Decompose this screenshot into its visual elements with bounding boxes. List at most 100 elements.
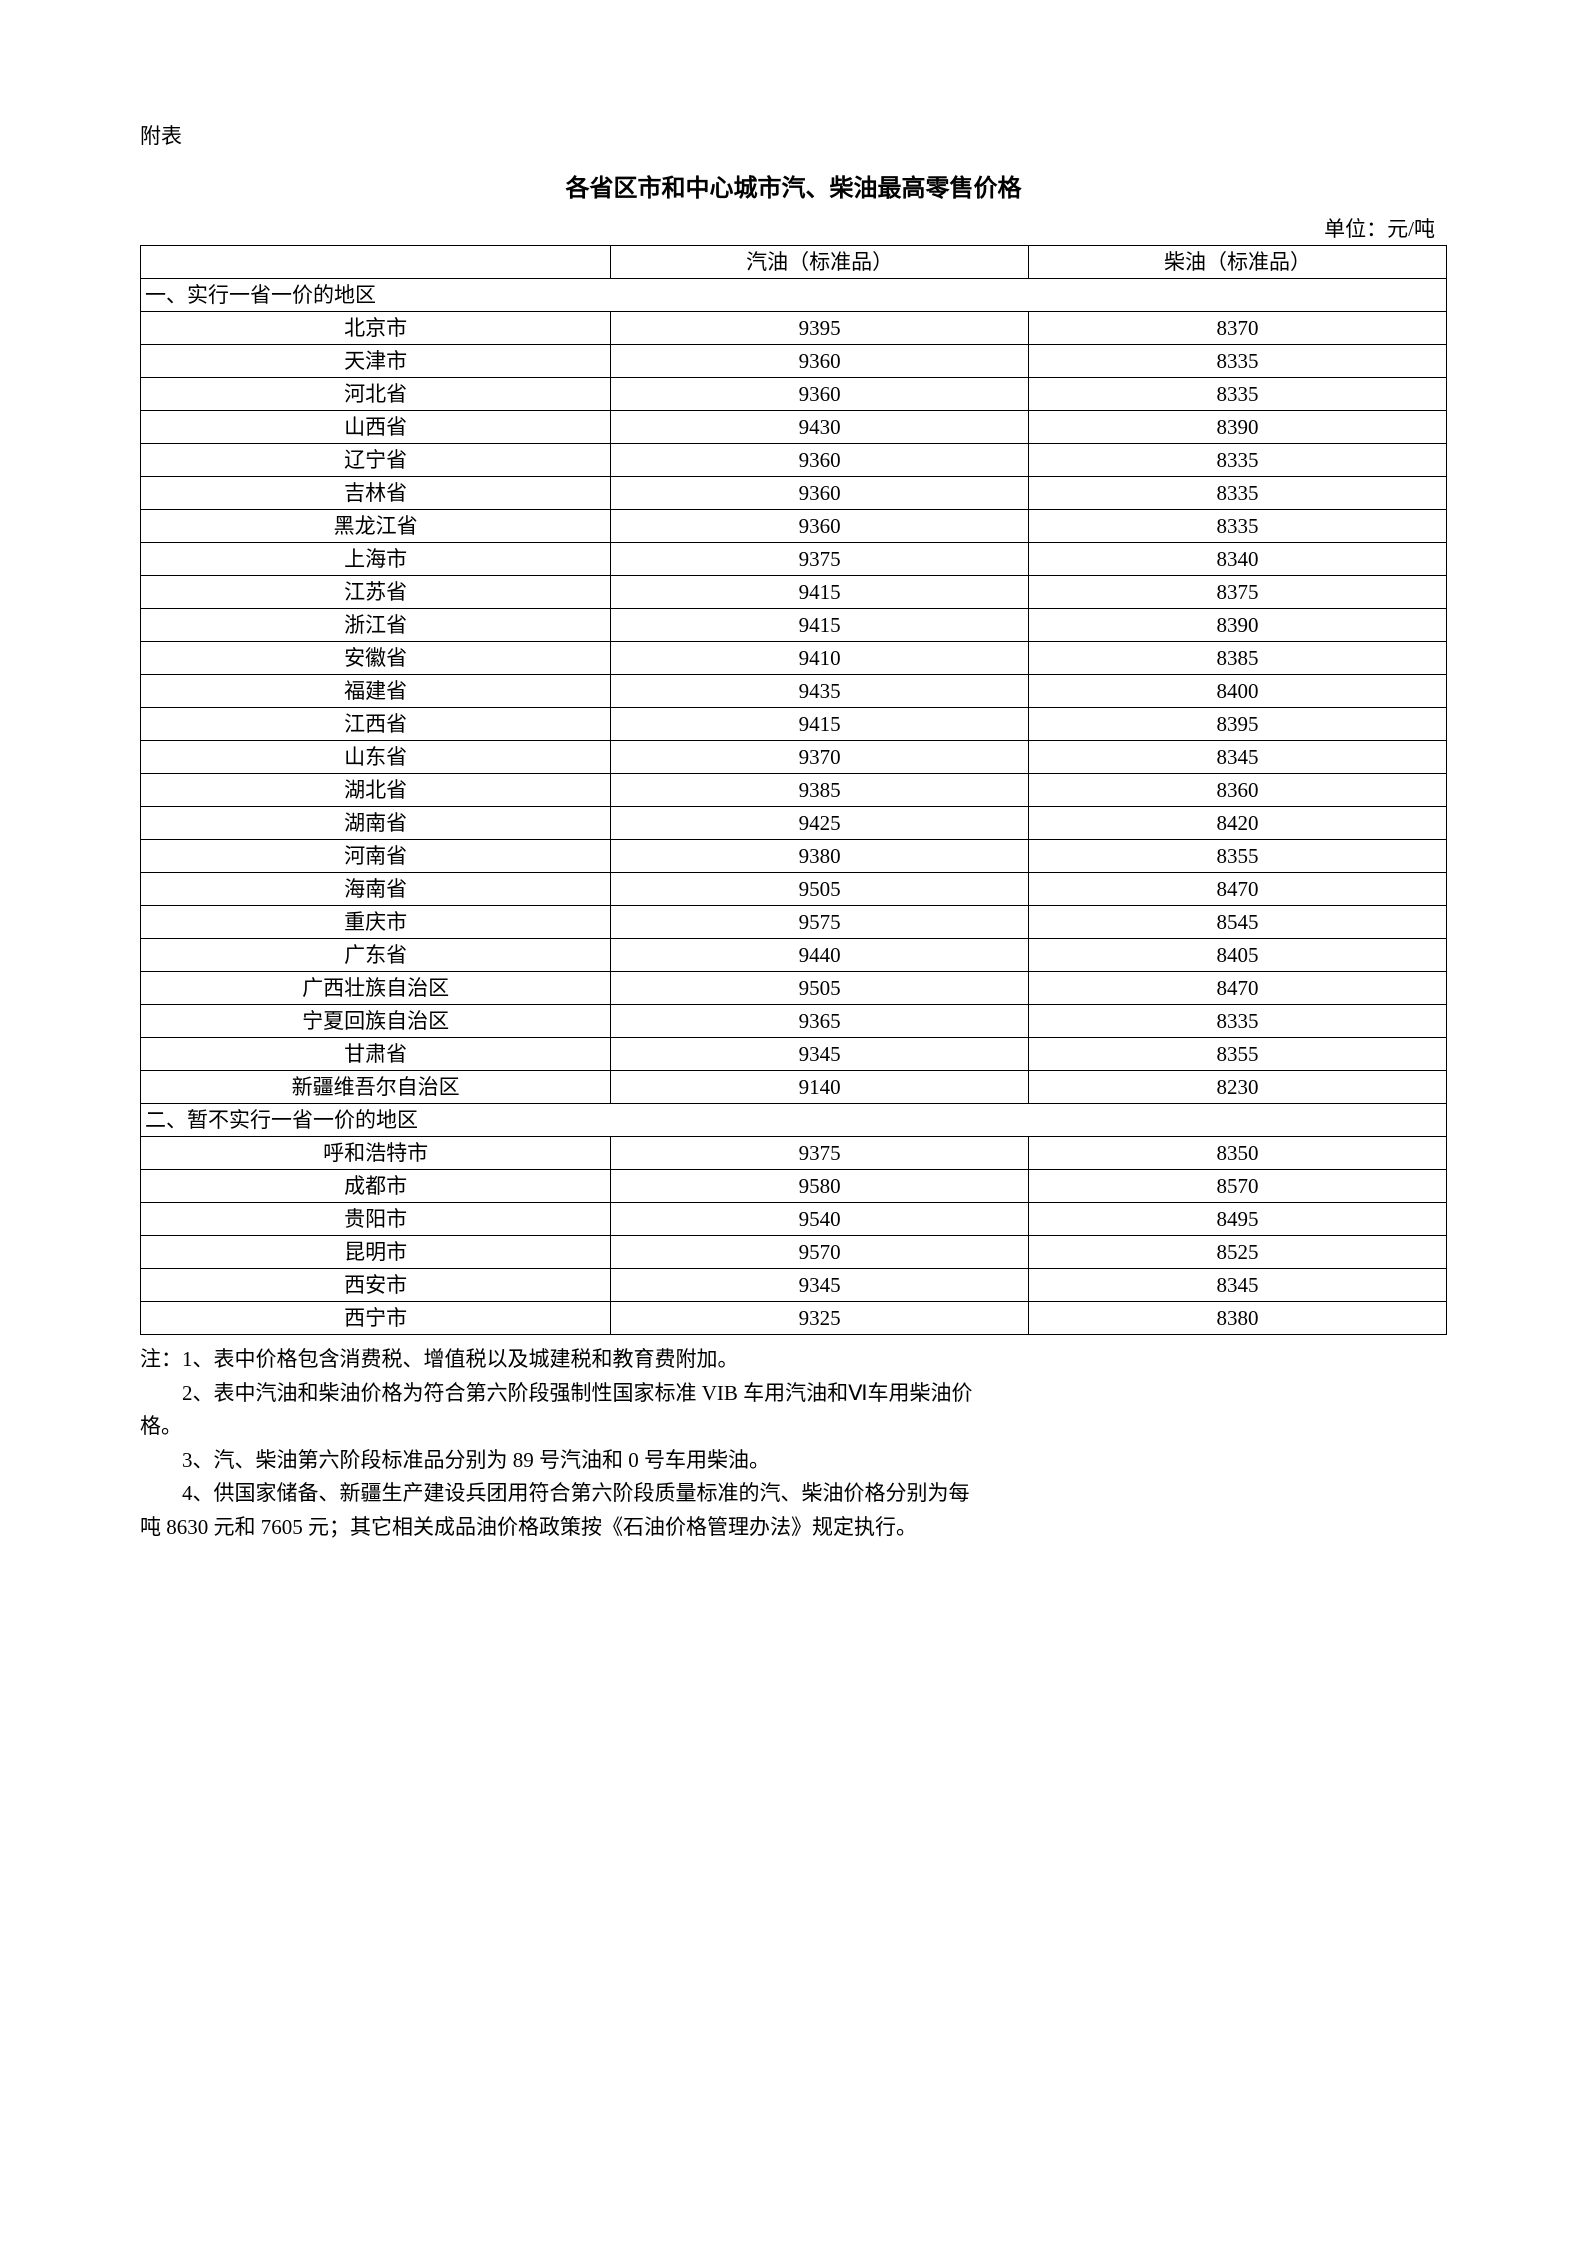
diesel-cell: 8360 bbox=[1029, 774, 1447, 807]
region-cell: 江西省 bbox=[141, 708, 611, 741]
gasoline-cell: 9385 bbox=[611, 774, 1029, 807]
region-cell: 黑龙江省 bbox=[141, 510, 611, 543]
diesel-cell: 8345 bbox=[1029, 741, 1447, 774]
diesel-cell: 8350 bbox=[1029, 1137, 1447, 1170]
table-row: 北京市93958370 bbox=[141, 312, 1447, 345]
section-header-cell: 一、实行一省一价的地区 bbox=[141, 279, 1447, 312]
region-cell: 浙江省 bbox=[141, 609, 611, 642]
diesel-cell: 8545 bbox=[1029, 906, 1447, 939]
table-row: 浙江省94158390 bbox=[141, 609, 1447, 642]
region-cell: 海南省 bbox=[141, 873, 611, 906]
diesel-cell: 8340 bbox=[1029, 543, 1447, 576]
table-row: 山东省93708345 bbox=[141, 741, 1447, 774]
table-row: 福建省94358400 bbox=[141, 675, 1447, 708]
table-row: 湖北省93858360 bbox=[141, 774, 1447, 807]
region-cell: 西宁市 bbox=[141, 1302, 611, 1335]
appendix-label: 附表 bbox=[140, 120, 1447, 150]
diesel-cell: 8335 bbox=[1029, 378, 1447, 411]
region-cell: 西安市 bbox=[141, 1269, 611, 1302]
gasoline-cell: 9360 bbox=[611, 477, 1029, 510]
section-header-row: 一、实行一省一价的地区 bbox=[141, 279, 1447, 312]
gasoline-cell: 9365 bbox=[611, 1005, 1029, 1038]
notes-section: 注：1、表中价格包含消费税、增值税以及城建税和教育费附加。 2、表中汽油和柴油价… bbox=[140, 1343, 1447, 1545]
region-cell: 呼和浩特市 bbox=[141, 1137, 611, 1170]
gasoline-cell: 9540 bbox=[611, 1203, 1029, 1236]
gasoline-cell: 9415 bbox=[611, 609, 1029, 642]
gasoline-cell: 9395 bbox=[611, 312, 1029, 345]
table-row: 天津市93608335 bbox=[141, 345, 1447, 378]
diesel-cell: 8390 bbox=[1029, 411, 1447, 444]
region-cell: 安徽省 bbox=[141, 642, 611, 675]
note-4a: 4、供国家储备、新疆生产建设兵团用符合第六阶段质量标准的汽、柴油价格分别为每 bbox=[140, 1477, 1447, 1511]
gasoline-cell: 9505 bbox=[611, 972, 1029, 1005]
diesel-cell: 8570 bbox=[1029, 1170, 1447, 1203]
gasoline-cell: 9410 bbox=[611, 642, 1029, 675]
region-cell: 宁夏回族自治区 bbox=[141, 1005, 611, 1038]
diesel-cell: 8405 bbox=[1029, 939, 1447, 972]
region-cell: 河南省 bbox=[141, 840, 611, 873]
diesel-cell: 8525 bbox=[1029, 1236, 1447, 1269]
gasoline-cell: 9360 bbox=[611, 510, 1029, 543]
gasoline-cell: 9375 bbox=[611, 543, 1029, 576]
table-row: 湖南省94258420 bbox=[141, 807, 1447, 840]
page-title: 各省区市和中心城市汽、柴油最高零售价格 bbox=[140, 168, 1447, 203]
unit-label: 单位：元/吨 bbox=[140, 213, 1447, 243]
table-row: 海南省95058470 bbox=[141, 873, 1447, 906]
region-cell: 广西壮族自治区 bbox=[141, 972, 611, 1005]
gasoline-cell: 9345 bbox=[611, 1269, 1029, 1302]
region-cell: 重庆市 bbox=[141, 906, 611, 939]
section-header-row: 二、暂不实行一省一价的地区 bbox=[141, 1104, 1447, 1137]
note-2b: 格。 bbox=[140, 1410, 1447, 1444]
table-row: 河南省93808355 bbox=[141, 840, 1447, 873]
region-cell: 贵阳市 bbox=[141, 1203, 611, 1236]
gasoline-cell: 9370 bbox=[611, 741, 1029, 774]
diesel-cell: 8355 bbox=[1029, 840, 1447, 873]
table-row: 安徽省94108385 bbox=[141, 642, 1447, 675]
region-cell: 福建省 bbox=[141, 675, 611, 708]
region-cell: 辽宁省 bbox=[141, 444, 611, 477]
table-row: 重庆市95758545 bbox=[141, 906, 1447, 939]
diesel-cell: 8335 bbox=[1029, 1005, 1447, 1038]
diesel-cell: 8380 bbox=[1029, 1302, 1447, 1335]
gasoline-cell: 9435 bbox=[611, 675, 1029, 708]
table-row: 辽宁省93608335 bbox=[141, 444, 1447, 477]
table-row: 西安市93458345 bbox=[141, 1269, 1447, 1302]
gasoline-cell: 9140 bbox=[611, 1071, 1029, 1104]
diesel-cell: 8335 bbox=[1029, 345, 1447, 378]
diesel-cell: 8400 bbox=[1029, 675, 1447, 708]
region-cell: 北京市 bbox=[141, 312, 611, 345]
table-row: 甘肃省93458355 bbox=[141, 1038, 1447, 1071]
diesel-cell: 8375 bbox=[1029, 576, 1447, 609]
gasoline-cell: 9425 bbox=[611, 807, 1029, 840]
region-cell: 湖南省 bbox=[141, 807, 611, 840]
diesel-cell: 8385 bbox=[1029, 642, 1447, 675]
diesel-cell: 8470 bbox=[1029, 873, 1447, 906]
diesel-cell: 8420 bbox=[1029, 807, 1447, 840]
col-header-diesel: 柴油（标准品） bbox=[1029, 246, 1447, 279]
table-row: 成都市95808570 bbox=[141, 1170, 1447, 1203]
gasoline-cell: 9570 bbox=[611, 1236, 1029, 1269]
region-cell: 广东省 bbox=[141, 939, 611, 972]
table-header-row: 汽油（标准品） 柴油（标准品） bbox=[141, 246, 1447, 279]
region-cell: 新疆维吾尔自治区 bbox=[141, 1071, 611, 1104]
gasoline-cell: 9375 bbox=[611, 1137, 1029, 1170]
region-cell: 甘肃省 bbox=[141, 1038, 611, 1071]
table-row: 宁夏回族自治区93658335 bbox=[141, 1005, 1447, 1038]
diesel-cell: 8335 bbox=[1029, 444, 1447, 477]
gasoline-cell: 9505 bbox=[611, 873, 1029, 906]
table-row: 贵阳市95408495 bbox=[141, 1203, 1447, 1236]
gasoline-cell: 9415 bbox=[611, 576, 1029, 609]
gasoline-cell: 9440 bbox=[611, 939, 1029, 972]
table-row: 吉林省93608335 bbox=[141, 477, 1447, 510]
col-header-region bbox=[141, 246, 611, 279]
table-row: 山西省94308390 bbox=[141, 411, 1447, 444]
table-row: 黑龙江省93608335 bbox=[141, 510, 1447, 543]
table-row: 呼和浩特市93758350 bbox=[141, 1137, 1447, 1170]
diesel-cell: 8390 bbox=[1029, 609, 1447, 642]
gasoline-cell: 9360 bbox=[611, 444, 1029, 477]
region-cell: 天津市 bbox=[141, 345, 611, 378]
gasoline-cell: 9575 bbox=[611, 906, 1029, 939]
gasoline-cell: 9580 bbox=[611, 1170, 1029, 1203]
table-row: 广西壮族自治区95058470 bbox=[141, 972, 1447, 1005]
region-cell: 上海市 bbox=[141, 543, 611, 576]
